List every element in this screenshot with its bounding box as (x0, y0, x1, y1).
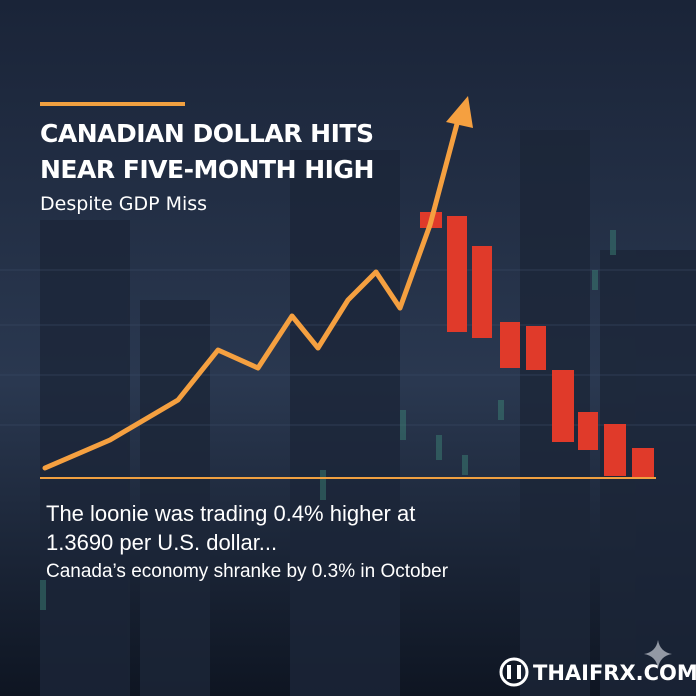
background-candles (40, 230, 616, 610)
subtitle: Despite GDP Miss (40, 193, 207, 215)
arrow-head (446, 96, 473, 128)
body-line: 1.3690 per U.S. dollar... (46, 530, 277, 555)
headline-line: NEAR FIVE-MONTH HIGH (40, 155, 374, 184)
accent-bar (40, 102, 185, 106)
sparkle (644, 640, 672, 668)
body-line: The loonie was trading 0.4% higher at (46, 501, 415, 526)
headline-line: CANADIAN DOLLAR HITS (40, 119, 373, 148)
trend-line (42, 117, 461, 471)
brand: THAIFRX.COM (533, 661, 696, 685)
brand-logo (499, 657, 529, 687)
body-line: Canada’s economy shranke by 0.3% in Octo… (46, 561, 449, 582)
red-candles (420, 212, 654, 478)
